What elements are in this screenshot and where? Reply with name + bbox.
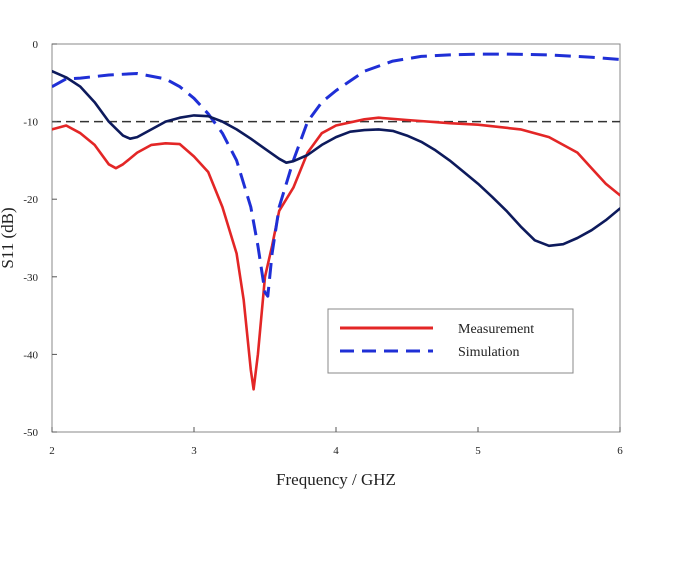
series-line-measurement: [52, 116, 620, 391]
legend-label-measurement: Measurement: [458, 322, 534, 337]
series-line-curve-3: [52, 69, 620, 248]
legend: Measurement Simulation: [327, 308, 574, 374]
y-tick-label: -50: [23, 427, 38, 439]
y-axis-title: S11 (dB): [0, 207, 17, 268]
y-tick-label: -30: [23, 272, 38, 284]
legend-box: [327, 308, 574, 374]
x-tick-label: 6: [617, 445, 623, 457]
x-tick-label: 4: [333, 445, 339, 457]
x-axis-title: Frequency / GHZ: [276, 470, 396, 489]
y-tick-label: 0: [33, 39, 39, 51]
x-tick-label: 3: [191, 445, 197, 457]
series-line-simulation: [52, 52, 620, 298]
plot-area: [51, 43, 621, 433]
y-tick-label: -40: [23, 349, 38, 361]
y-tick-label: -10: [23, 117, 38, 129]
y-tick-label: -20: [23, 194, 38, 206]
legend-label-simulation: Simulation: [458, 345, 519, 360]
x-tick-label: 5: [475, 445, 481, 457]
x-tick-label: 2: [49, 445, 55, 457]
